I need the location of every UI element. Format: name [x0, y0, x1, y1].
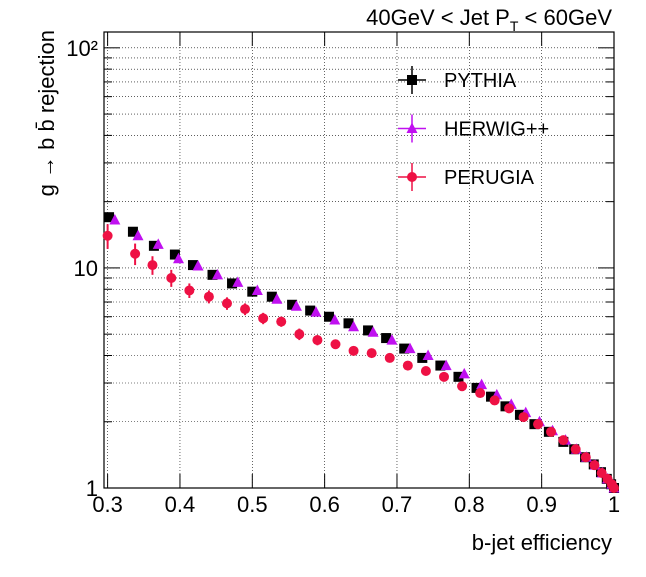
marker [271, 293, 283, 304]
marker [290, 300, 302, 311]
x-tick-label: 0.9 [526, 492, 557, 517]
marker [420, 366, 431, 377]
title-text: 40GeV < Jet P [366, 5, 510, 30]
y-tick-label: 10 [74, 256, 98, 281]
marker [458, 367, 470, 379]
marker [148, 240, 159, 251]
marker [546, 426, 557, 437]
marker [152, 238, 164, 249]
marker [102, 230, 113, 241]
marker [489, 395, 500, 406]
x-tick-label: 0.5 [237, 492, 268, 517]
marker [453, 371, 464, 382]
marker [475, 388, 486, 399]
marker [343, 318, 354, 329]
marker [329, 313, 341, 325]
marker [127, 226, 138, 237]
marker [422, 349, 434, 360]
legend-label: PERUGIA [444, 167, 535, 189]
marker [240, 304, 251, 315]
x-tick-label: 0.4 [165, 492, 196, 517]
marker [187, 260, 198, 271]
marker [312, 335, 323, 346]
marker [173, 252, 185, 264]
marker [104, 212, 115, 223]
marker [457, 381, 468, 392]
marker [589, 460, 600, 471]
chart-title: 40GeV < Jet PT < 60GeV [366, 5, 612, 34]
x-tick-label: 0.8 [454, 492, 485, 517]
marker [132, 229, 144, 241]
marker [404, 342, 416, 354]
marker [130, 248, 141, 259]
marker [207, 269, 218, 280]
marker [384, 352, 395, 363]
marker [518, 412, 529, 423]
y-tick-label: 10² [66, 36, 98, 61]
marker [381, 333, 392, 344]
x-tick-label: 0.3 [92, 492, 123, 517]
x-axis-label: b-jet efficiency [472, 530, 612, 555]
marker [221, 298, 232, 309]
y-tick-label: 1 [86, 476, 98, 501]
legend-marker [407, 172, 417, 182]
x-tick-label: 0.7 [382, 492, 413, 517]
marker [203, 291, 214, 302]
marker [363, 325, 374, 336]
marker [367, 326, 379, 337]
marker [476, 378, 488, 390]
marker [504, 403, 515, 414]
marker [486, 391, 497, 402]
marker [109, 214, 121, 225]
marker [417, 352, 428, 363]
marker [276, 316, 287, 327]
marker [609, 483, 619, 493]
marker [580, 452, 591, 463]
marker [323, 311, 334, 322]
marker [533, 419, 544, 430]
marker [166, 272, 177, 283]
marker [294, 329, 305, 340]
marker [570, 444, 581, 455]
marker [184, 285, 195, 296]
marker [258, 313, 269, 324]
title-tail: < 60GeV [518, 5, 612, 30]
marker [147, 260, 158, 271]
x-tick-label: 1 [608, 492, 620, 517]
marker [435, 360, 446, 371]
marker [386, 334, 398, 345]
marker [227, 278, 238, 289]
legend-marker [406, 122, 418, 133]
legend-marker [407, 75, 417, 85]
marker [232, 276, 244, 287]
marker [471, 382, 482, 393]
marker [192, 260, 204, 271]
y-axis-label: g → b b̄ rejection [34, 30, 59, 196]
x-tick-label: 0.6 [309, 492, 340, 517]
marker [305, 305, 316, 316]
marker [330, 339, 341, 350]
marker [399, 343, 410, 354]
title-sub: T [510, 18, 519, 34]
marker [251, 284, 263, 295]
marker [310, 306, 322, 317]
marker [266, 291, 277, 302]
marker [287, 299, 298, 310]
marker [440, 359, 452, 371]
marker [169, 249, 180, 260]
marker [348, 345, 359, 356]
plot-frame [103, 31, 615, 489]
marker [366, 348, 377, 359]
marker [247, 286, 258, 297]
marker [212, 268, 224, 280]
legend-label: HERWIG++ [444, 119, 549, 141]
marker [558, 435, 569, 446]
marker [402, 360, 413, 371]
marker [348, 320, 360, 332]
marker [439, 371, 449, 382]
legend-label: PYTHIA [444, 70, 517, 92]
